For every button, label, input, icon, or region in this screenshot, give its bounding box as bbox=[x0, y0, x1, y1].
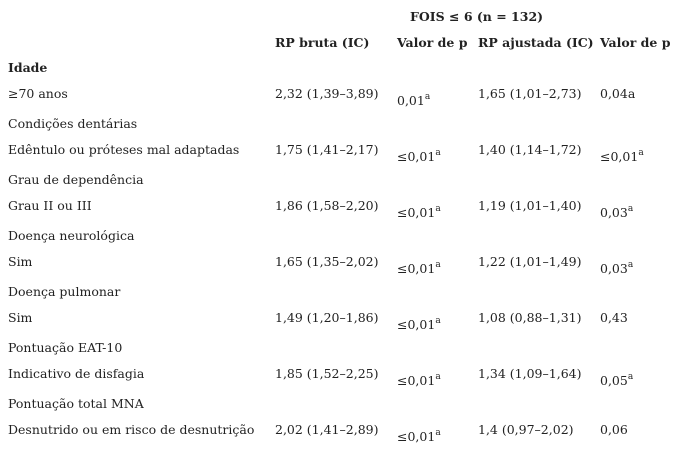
cell: 1,65 (1,35–2,02) bbox=[275, 254, 379, 269]
cell: ≤0,01a bbox=[397, 145, 441, 165]
cell-value: ≤0,01 bbox=[397, 317, 436, 332]
footnote-mark: a bbox=[435, 316, 441, 326]
cell: 0,03a bbox=[600, 257, 633, 277]
cell-value: ≤0,01 bbox=[397, 205, 436, 220]
section-title: Doença neurológica bbox=[8, 228, 135, 243]
section-title: Doença pulmonar bbox=[8, 284, 121, 299]
footnote-mark: a bbox=[435, 428, 441, 438]
cell: ≤0,01a bbox=[397, 369, 441, 389]
cell: 1,49 (1,20–1,86) bbox=[275, 310, 379, 325]
cell: 0,04a bbox=[600, 86, 636, 101]
cell: 1,86 (1,58–2,20) bbox=[275, 198, 379, 213]
section-title: Pontuação total MNA bbox=[8, 396, 144, 411]
cell-value: ≤0,01 bbox=[397, 149, 436, 164]
cell: 2,02 (1,41–2,89) bbox=[275, 422, 379, 437]
cell: 1,75 (1,41–2,17) bbox=[275, 142, 379, 157]
footnote-mark: a bbox=[627, 260, 634, 270]
column-header: RP ajustada (IC) bbox=[478, 35, 594, 50]
footnote-mark: a bbox=[638, 148, 644, 158]
cell-value: ≤0,01 bbox=[397, 373, 436, 388]
row-label: Indicativo de disfagia bbox=[8, 366, 145, 381]
footnote-mark: a bbox=[435, 204, 441, 214]
footnote-mark: a bbox=[435, 260, 441, 270]
cell: 1,85 (1,52–2,25) bbox=[275, 366, 379, 381]
column-header: Valor de p bbox=[600, 35, 671, 50]
cell: 0,03a bbox=[600, 201, 633, 221]
cell: ≤0,01a bbox=[600, 145, 644, 165]
cell-value: 0,03 bbox=[600, 261, 628, 276]
cell: 0,01a bbox=[397, 89, 430, 109]
footnote-mark: a bbox=[627, 204, 634, 214]
footnote-mark: a bbox=[435, 148, 441, 158]
cell: ≤0,01a bbox=[397, 313, 441, 333]
cell: 1,22 (1,01–1,49) bbox=[478, 254, 582, 269]
cell: 1,34 (1,09–1,64) bbox=[478, 366, 582, 381]
cell-value: 0,01 bbox=[397, 93, 425, 108]
footnote-mark: a bbox=[435, 372, 441, 382]
footnote-mark: a bbox=[627, 372, 634, 382]
section-title: Condições dentárias bbox=[8, 116, 138, 131]
cell: 0,43 bbox=[600, 310, 628, 325]
cell: 0,05a bbox=[600, 369, 633, 389]
table-title: FOIS ≤ 6 (n = 132) bbox=[410, 9, 544, 24]
footnote-mark: a bbox=[424, 92, 431, 102]
row-label: Grau II ou III bbox=[8, 198, 92, 213]
cell-value: ≤0,01 bbox=[600, 149, 639, 164]
cell: ≤0,01a bbox=[397, 201, 441, 221]
section-title: Grau de dependência bbox=[8, 172, 144, 187]
column-header: Valor de p bbox=[397, 35, 468, 50]
cell: 1,65 (1,01–2,73) bbox=[478, 86, 582, 101]
cell: 1,19 (1,01–1,40) bbox=[478, 198, 582, 213]
cell: 1,40 (1,14–1,72) bbox=[478, 142, 582, 157]
cell: 1,08 (0,88–1,31) bbox=[478, 310, 582, 325]
cell-value: 0,03 bbox=[600, 205, 628, 220]
cell-value: ≤0,01 bbox=[397, 429, 436, 444]
row-label: Edêntulo ou próteses mal adaptadas bbox=[8, 142, 240, 157]
cell-value: 0,05 bbox=[600, 373, 628, 388]
section-title: Pontuação EAT-10 bbox=[8, 340, 123, 355]
row-label: Sim bbox=[8, 310, 33, 325]
cell: ≤0,01a bbox=[397, 257, 441, 277]
cell: 2,32 (1,39–3,89) bbox=[275, 86, 379, 101]
cell-value: ≤0,01 bbox=[397, 261, 436, 276]
row-label: Desnutrido ou em risco de desnutrição bbox=[8, 422, 255, 437]
row-label: Sim bbox=[8, 254, 33, 269]
cell: 1,4 (0,97–2,02) bbox=[478, 422, 574, 437]
cell: ≤0,01a bbox=[397, 425, 441, 445]
cell: 0,06 bbox=[600, 422, 628, 437]
row-label: ≥70 anos bbox=[8, 86, 68, 101]
column-header: RP bruta (IC) bbox=[275, 35, 370, 50]
section-title: Idade bbox=[8, 60, 48, 75]
